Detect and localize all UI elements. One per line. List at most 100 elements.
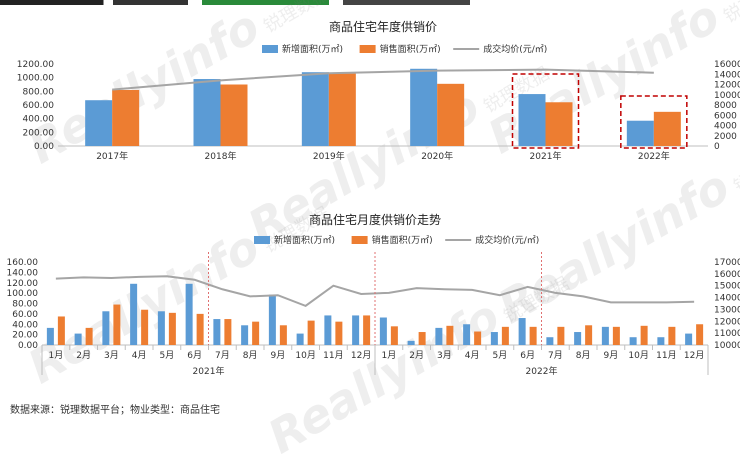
bar-sales-area [446, 325, 454, 345]
y2-tick-label: 10000 [714, 341, 740, 351]
bar-new-area [296, 333, 304, 345]
y-tick-label: 140.00 [7, 268, 39, 278]
bar-new-area [629, 337, 637, 345]
highlight-box [620, 95, 688, 149]
y2-tick-label: 13000 [714, 305, 740, 315]
y-tick-label: 800.00 [23, 87, 55, 97]
y2-tick-label: 6000 [714, 111, 737, 121]
y2-tick-label: 14000 [714, 294, 740, 304]
bar-new-area [85, 100, 113, 146]
y2-tick-label: 16000 [714, 60, 740, 70]
year-group-label: 2022年 [526, 365, 558, 377]
x-tick-label: 6月 [187, 350, 202, 361]
bar-new-area [74, 333, 82, 345]
bar-sales-area [224, 319, 232, 345]
bar-sales-area [437, 83, 465, 146]
bar-new-area [518, 94, 546, 146]
y2-tick-label: 17000 [714, 258, 740, 268]
legend-label: 新增面积(万㎡) [274, 234, 335, 246]
x-tick-label: 7月 [548, 350, 563, 361]
y-tick-label: 1200.00 [17, 60, 54, 70]
bar-new-area [241, 325, 249, 345]
x-tick-label: 3月 [104, 350, 119, 361]
bar-new-area [268, 294, 276, 345]
bar-new-area [435, 327, 443, 345]
x-tick-label: 8月 [243, 350, 258, 361]
bar-new-area [324, 315, 332, 345]
price-line [112, 68, 654, 91]
x-tick-label: 4月 [465, 350, 480, 361]
x-tick-label: 5月 [160, 350, 175, 361]
x-tick-label: 12月 [684, 350, 704, 361]
y2-tick-label: 16000 [714, 270, 740, 280]
bar-sales-area [501, 326, 509, 345]
chart-title: 商品住宅年度供销价 [329, 19, 437, 34]
y-tick-label: 80.00 [12, 300, 38, 310]
y2-tick-label: 12000 [714, 317, 740, 327]
bar-new-area [463, 324, 471, 345]
y2-tick-label: 15000 [714, 282, 740, 292]
x-tick-label: 2月 [76, 350, 91, 361]
x-tick-label: 11月 [323, 350, 343, 361]
legend-swatch [351, 236, 368, 244]
bar-new-area [301, 72, 329, 146]
legend-swatch [359, 45, 376, 53]
bar-sales-area [57, 316, 65, 345]
y2-tick-label: 2000 [714, 132, 737, 142]
cropped-header-strip [0, 0, 470, 5]
year-group-label: 2021年 [193, 365, 225, 377]
x-tick-label: 4月 [132, 350, 147, 361]
source-note: 数据来源：锐理数据平台；物业类型：商品住宅 [10, 405, 220, 416]
x-tick-label: 10月 [295, 350, 315, 361]
y2-tick-label: 8000 [714, 101, 737, 111]
bar-sales-area [612, 326, 620, 345]
x-tick-label: 2018年 [205, 150, 237, 162]
y-tick-label: 20.00 [12, 331, 38, 341]
x-tick-label: 12月 [351, 350, 371, 361]
y-tick-label: 120.00 [7, 279, 39, 289]
y2-tick-label: 10000 [714, 91, 740, 101]
bar-sales-area [252, 321, 260, 345]
bar-new-area [657, 337, 665, 345]
x-tick-label: 7月 [215, 350, 230, 361]
y2-tick-label: 0 [714, 142, 720, 152]
x-tick-label: 1月 [49, 350, 64, 361]
bar-new-area [407, 340, 415, 345]
bar-sales-area [585, 325, 593, 345]
bar-new-area [102, 311, 110, 345]
bar-new-area [410, 68, 438, 146]
bar-sales-area [696, 324, 704, 345]
highlight-box [511, 73, 580, 149]
y-tick-label: 0.00 [18, 341, 38, 351]
bar-new-area [546, 337, 554, 345]
bar-new-area [185, 283, 193, 345]
x-tick-label: 8月 [576, 350, 591, 361]
legend-label: 新增面积(万㎡) [282, 43, 343, 55]
bar-sales-area [418, 332, 426, 345]
y-tick-label: 40.00 [12, 320, 38, 330]
y-tick-label: 60.00 [12, 310, 38, 320]
bar-new-area [46, 327, 54, 345]
legend-swatch [262, 45, 278, 53]
bar-new-area [130, 283, 138, 345]
bar-sales-area [653, 111, 681, 146]
x-tick-label: 9月 [271, 350, 286, 361]
bar-new-area [157, 311, 165, 345]
y-tick-label: 100.00 [7, 289, 39, 299]
bar-sales-area [640, 325, 648, 345]
bar-new-area [601, 326, 609, 345]
y2-tick-label: 11000 [714, 329, 740, 339]
bar-sales-area [545, 102, 573, 146]
legend-label: 销售面积(万㎡) [380, 43, 441, 55]
legend-label: 成交均价(元/㎡) [475, 234, 539, 246]
y-tick-label: 600.00 [23, 101, 55, 111]
x-tick-label: 3月 [437, 350, 452, 361]
bar-new-area [626, 120, 654, 146]
bar-sales-area [85, 327, 93, 345]
chart-title: 商品住宅月度供销价走势 [309, 212, 441, 227]
bar-sales-area [113, 304, 121, 345]
x-tick-label: 1月 [382, 350, 397, 361]
y-tick-label: 1000.00 [17, 74, 54, 84]
y2-tick-label: 14000 [714, 70, 740, 80]
